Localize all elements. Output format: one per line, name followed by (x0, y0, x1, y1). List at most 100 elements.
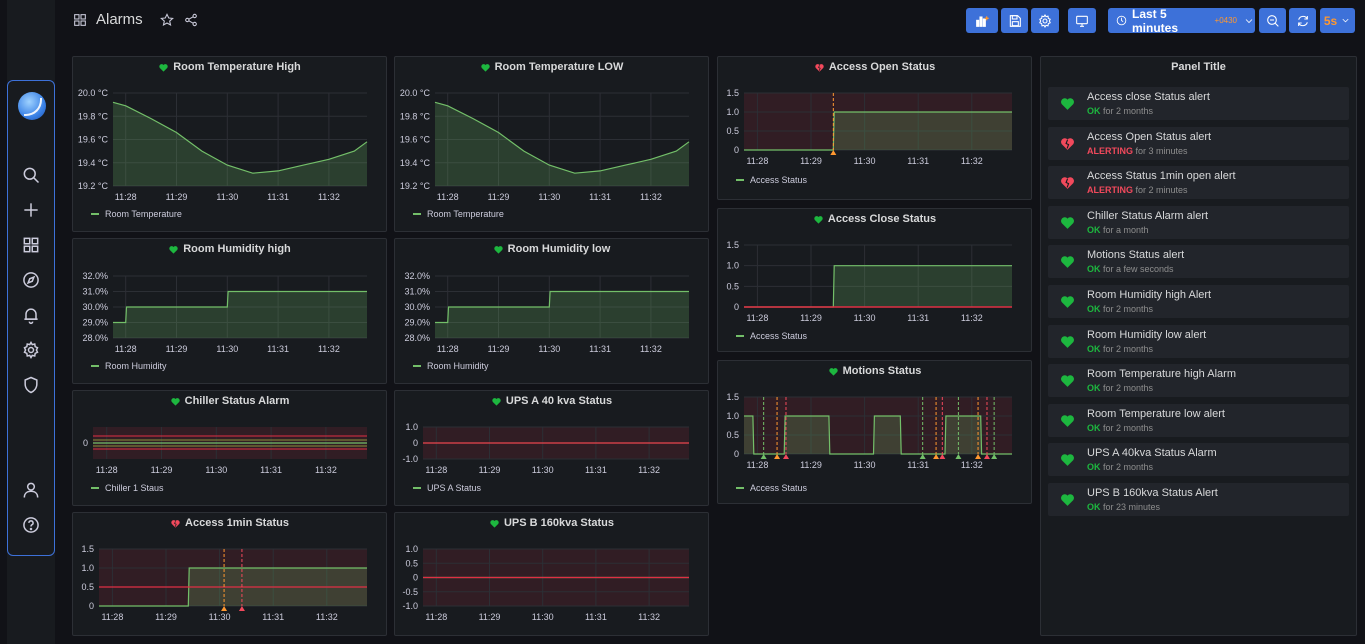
y-tick-label: 19.2 °C (78, 181, 109, 191)
legend-item[interactable]: Room Humidity (91, 361, 167, 371)
annotation-marker (933, 454, 940, 459)
alert-list-item[interactable]: UPS A 40kva Status Alarm OK for 2 months (1048, 443, 1349, 477)
alert-list-item[interactable]: Access Open Status alert ALERTING for 3 m… (1048, 126, 1349, 160)
explore-icon[interactable] (21, 270, 43, 292)
plus-icon[interactable] (21, 200, 43, 222)
y-tick-label: 28.0% (82, 333, 108, 343)
alert-list-panel: Panel Title Access close Status alert OK … (1040, 56, 1357, 636)
panel-title[interactable]: Motions Status (718, 365, 1031, 377)
legend-item[interactable]: Chiller 1 Staus (91, 483, 164, 493)
time-range-label: Last 5 minutes (1132, 6, 1179, 35)
heart-broken-icon (1059, 174, 1077, 192)
legend-swatch (413, 487, 421, 489)
chiller-chart[interactable]: 0 11:28 11:29 11:30 11:31 11:32 (73, 413, 384, 505)
zoom-out-button[interactable] (1259, 8, 1286, 33)
ups-a-chart[interactable]: 1.0 0 -1.0 11:28 11:29 11:30 11:31 11:32 (395, 413, 706, 505)
alert-name[interactable]: Motions Status alert (1087, 249, 1185, 262)
panel-title[interactable]: Room Humidity low (395, 243, 708, 255)
page-title[interactable]: Alarms (96, 11, 143, 28)
save-dashboard-button[interactable] (1001, 8, 1028, 33)
panel-title[interactable]: Room Temperature LOW (395, 61, 708, 73)
legend-label: Access Status (750, 483, 808, 493)
room-temp-low-chart[interactable]: 20.0 °C 19.8 °C 19.6 °C 19.4 °C 19.2 °C 11:28… (395, 79, 706, 231)
alert-name[interactable]: UPS A 40kva Status Alarm (1087, 447, 1217, 460)
heart-ok-icon (480, 62, 491, 73)
panel-title[interactable]: Access Open Status (718, 61, 1031, 73)
legend-item[interactable]: Room Humidity (413, 361, 489, 371)
share-icon[interactable] (183, 12, 199, 28)
alert-name[interactable]: Access close Status alert (1087, 91, 1210, 103)
dashboards-icon[interactable] (21, 235, 43, 257)
alert-list-item[interactable]: Motions Status alert OK for a few seconds (1048, 245, 1349, 279)
alert-name[interactable]: Room Temperature high Alarm (1087, 368, 1236, 381)
time-range-picker[interactable]: Last 5 minutes +0430 (1108, 6, 1255, 35)
search-icon[interactable] (21, 165, 43, 187)
series-line (435, 290, 689, 324)
chiller-panel: Chiller Status Alarm 0 11:28 11:29 11:30 11:3… (72, 390, 387, 506)
alert-name[interactable]: Room Humidity low alert (1087, 328, 1207, 341)
panel-title[interactable]: Room Temperature High (73, 61, 386, 73)
grafana-logo-icon[interactable] (18, 92, 46, 120)
legend-item[interactable]: UPS A Status (413, 483, 481, 493)
dashboard-settings-button[interactable] (1031, 8, 1059, 33)
access-close-chart[interactable]: 1.5 1.0 0.5 0 11:28 11:29 11:30 11:31 11:32 (718, 231, 1029, 351)
alert-name[interactable]: Room Humidity high Alert (1087, 289, 1212, 301)
heart-ok-icon (1059, 333, 1077, 351)
x-tick-label: 11:32 (318, 344, 340, 354)
x-tick-label: 11:28 (437, 344, 459, 354)
alert-list-item[interactable]: Access close Status alert OK for 2 months (1048, 87, 1349, 120)
refresh-interval-picker[interactable]: 5s (1320, 8, 1355, 33)
panel-title[interactable]: UPS A 40 kva Status (395, 395, 708, 407)
panel-title[interactable]: Access 1min Status (73, 517, 386, 529)
x-tick-label: 11:32 (315, 465, 337, 475)
refresh-button[interactable] (1289, 8, 1316, 33)
legend-item[interactable]: Room Temperature (413, 209, 504, 219)
dashboard-header: Alarms Last 5 minutes +0430 (60, 0, 1365, 42)
panel-title[interactable]: Chiller Status Alarm (73, 395, 386, 407)
alert-duration: for a month (1100, 224, 1149, 235)
alert-name[interactable]: UPS B 160kva Status Alert (1087, 487, 1218, 499)
annotation-marker (991, 454, 998, 459)
alert-list-item[interactable]: Room Humidity high Alert OK for 2 months (1048, 285, 1349, 318)
alert-name[interactable]: Access Status 1min open alert (1087, 170, 1236, 183)
star-icon[interactable] (159, 12, 175, 28)
y-tick-label: 0.5 (726, 126, 739, 136)
alert-list-item[interactable]: Access Status 1min open alert ALERTING fo… (1048, 166, 1349, 200)
ups-b-chart[interactable]: 1.0 0.5 0 -0.5 -1.0 11:28 11:29 11:30 11:31 11:32 (395, 535, 706, 635)
x-tick-label: 11:31 (267, 344, 289, 354)
legend-item[interactable]: Access Status (736, 175, 807, 185)
alert-name[interactable]: Access Open Status alert (1087, 130, 1212, 143)
alert-list-item[interactable]: Room Temperature low alert OK for 2 month… (1048, 403, 1349, 437)
alert-name[interactable]: Chiller Status Alarm alert (1087, 209, 1209, 222)
legend-item[interactable]: Access Status (736, 331, 807, 341)
y-tick-label: 1.0 (405, 422, 418, 432)
x-tick-label: 11:30 (209, 612, 231, 622)
alert-list-item[interactable]: Room Humidity low alert OK for 2 months (1048, 324, 1349, 358)
legend-item[interactable]: Room Temperature (91, 209, 182, 219)
add-panel-button[interactable] (966, 8, 998, 33)
heart-broken-icon (1059, 135, 1077, 153)
alert-list-item[interactable]: Chiller Status Alarm alert OK for a month (1048, 205, 1349, 239)
legend-item[interactable]: Access Status (736, 483, 807, 493)
tv-mode-button[interactable] (1068, 8, 1096, 33)
user-icon[interactable] (21, 480, 43, 502)
panel-title[interactable]: Panel Title (1171, 61, 1226, 73)
shield-icon[interactable] (21, 375, 43, 397)
access-open-chart[interactable]: 1.5 1.0 0.5 0 11:28 11:29 11:30 11:31 11:32 (718, 79, 1029, 199)
configuration-gear-icon[interactable] (21, 340, 43, 362)
x-tick-label: 11:28 (746, 313, 768, 323)
alerting-bell-icon[interactable] (21, 305, 43, 327)
motions-chart[interactable]: 1.5 1.0 0.5 0 11:28 11:29 11:30 11:31 11:32 (718, 383, 1029, 503)
panel-title[interactable]: UPS B 160kva Status (395, 517, 708, 529)
alert-list-item[interactable]: UPS B 160kva Status Alert OK for 23 minut… (1048, 483, 1349, 516)
room-temp-high-chart[interactable]: 20.0 °C 19.8 °C 19.6 °C 19.4 °C 19.2 °C 11:28… (73, 79, 384, 231)
refresh-interval-value: 5s (1323, 13, 1338, 28)
panel-title[interactable]: Room Humidity high (73, 243, 386, 255)
access-1min-chart[interactable]: 1.5 1.0 0.5 0 11:28 11:29 11:30 11:31 11:32 (73, 535, 384, 635)
room-hum-high-chart[interactable]: 32.0% 31.0% 30.0% 29.0% 28.0% 11:28 11:29 11:30… (73, 261, 384, 383)
panel-title[interactable]: Access Close Status (718, 213, 1031, 225)
room-hum-low-chart[interactable]: 32.0% 31.0% 30.0% 29.0% 28.0% 11:28 11:29 11:30… (395, 261, 706, 383)
alert-name[interactable]: Room Temperature low alert (1087, 407, 1225, 420)
alert-list-item[interactable]: Room Temperature high Alarm OK for 2 mont… (1048, 364, 1349, 398)
help-icon[interactable] (21, 515, 43, 537)
